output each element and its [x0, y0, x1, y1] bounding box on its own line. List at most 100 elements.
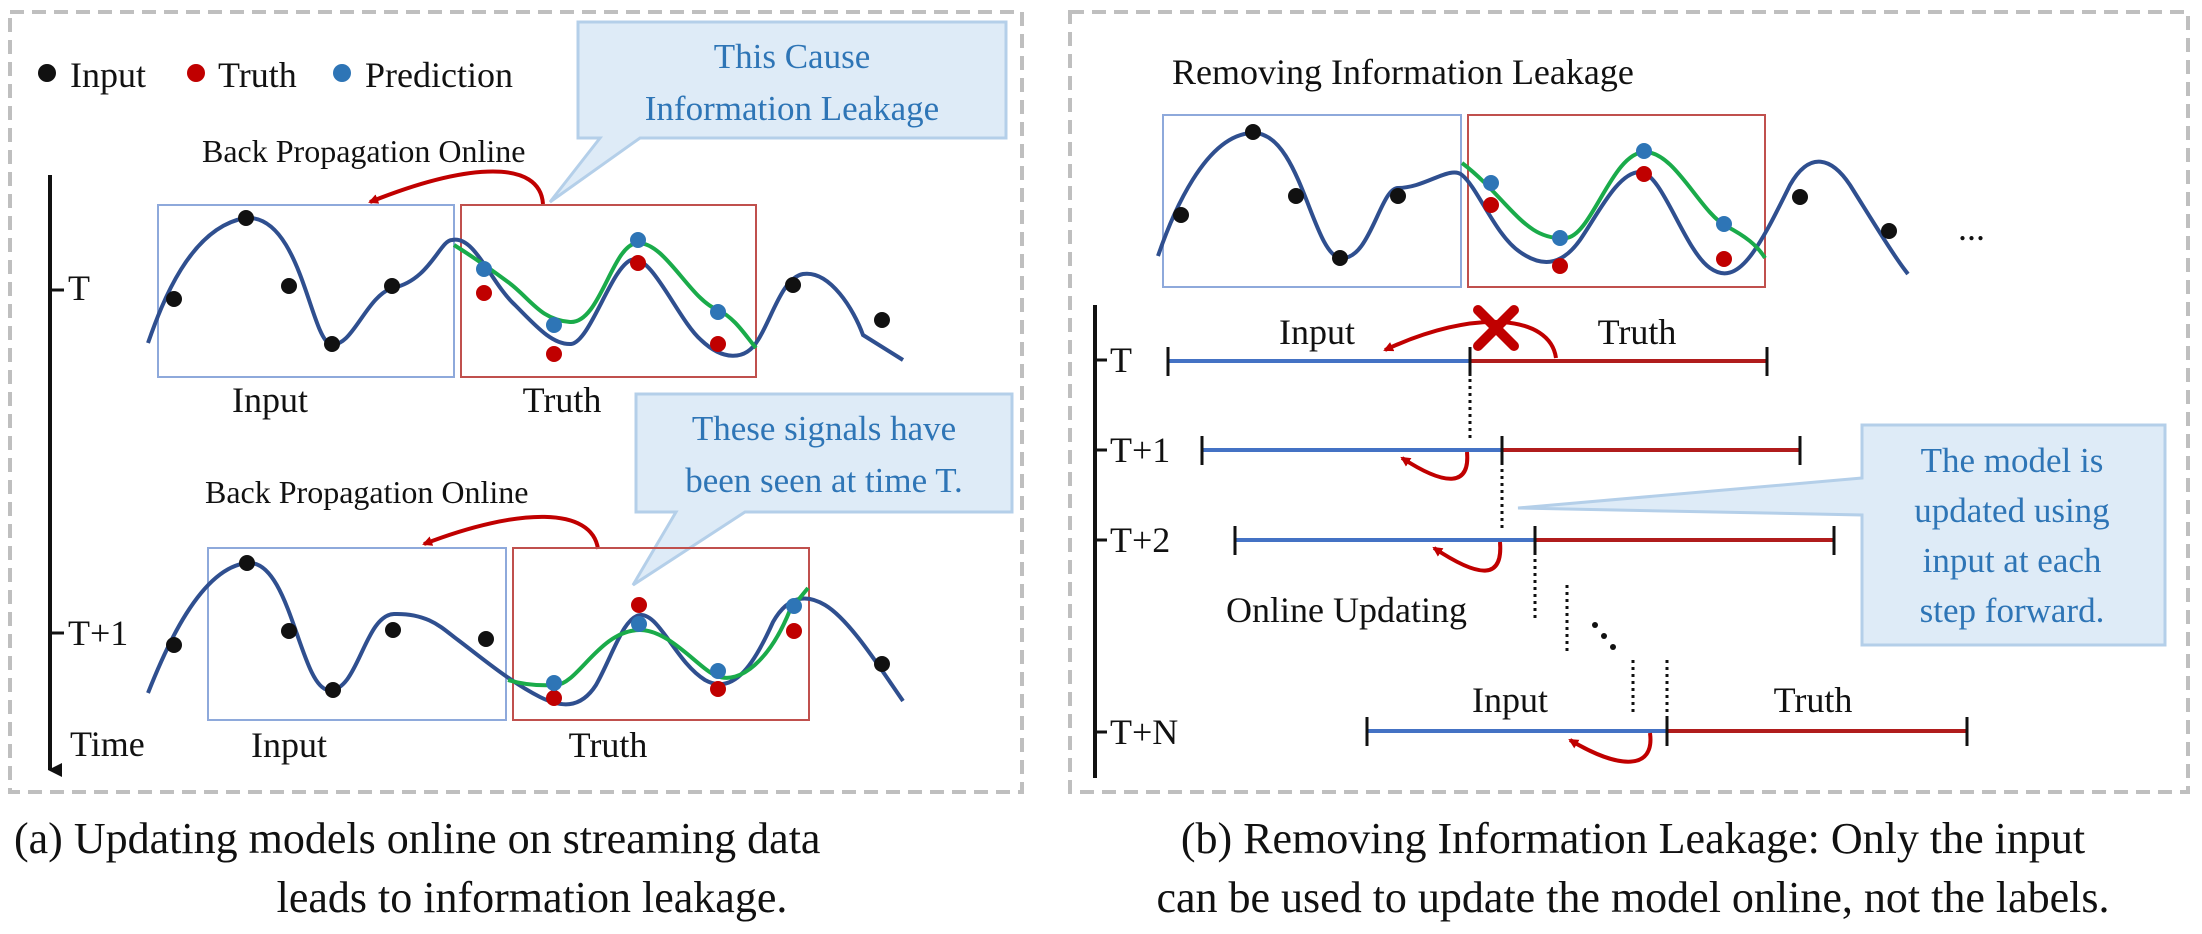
time-label-t1: T+1: [68, 613, 128, 653]
input-dot: [385, 622, 401, 638]
dots-row-t: [166, 210, 890, 362]
input-dot: [1173, 207, 1189, 223]
timeline-t2: [1233, 526, 1836, 555]
input-dot: [1332, 250, 1348, 266]
input-dot: [1390, 188, 1406, 204]
truth-dot: [1483, 197, 1499, 213]
callout-line-2: updated using: [1914, 491, 2109, 530]
panel-b-frame: [1068, 10, 2190, 794]
truth-label-t1: Truth: [569, 725, 648, 765]
dots-row-b: [1173, 124, 1897, 274]
prediction-dot: [710, 663, 726, 679]
prediction-curve-t1: [507, 586, 810, 688]
truth-window-t1: [512, 547, 810, 721]
time-axis-label: Time: [70, 724, 145, 764]
input-label-t1: Input: [251, 725, 327, 765]
input-dot: [785, 277, 801, 293]
input-dot: [281, 623, 297, 639]
truth-label-t: Truth: [523, 380, 602, 420]
backprop-label-1: Back Propagation Online: [202, 133, 525, 169]
truth-dot: [1552, 258, 1568, 274]
input-dot: [1792, 189, 1808, 205]
caption-b-line-1: (b) Removing Information Leakage: Only t…: [1181, 814, 2085, 863]
caption-a-line-2: leads to information leakage.: [277, 873, 788, 922]
row-label-t1: T+1: [1110, 430, 1170, 470]
row-label-tn: T+N: [1110, 712, 1178, 752]
caption-a-line-1: (a) Updating models online on streaming …: [14, 814, 820, 863]
truth-dot: [546, 346, 562, 362]
input-dot: [384, 278, 400, 294]
continuation-dots: [1592, 622, 1616, 650]
callout-information-leakage: This Cause Information Leakage: [548, 20, 1008, 204]
signal-curve-b: [1156, 130, 1910, 276]
truth-label-b: Truth: [1598, 312, 1677, 352]
truth-dot: [710, 681, 726, 697]
truth-dot: [1716, 251, 1732, 267]
truth-label-tn: Truth: [1774, 680, 1853, 720]
timeline-t: [1166, 347, 1769, 376]
truth-window: [1467, 114, 1766, 288]
legend-input-dot: [38, 64, 56, 82]
callout-line-2: been seen at time T.: [685, 461, 963, 500]
truth-dot: [546, 690, 562, 706]
signal-curve-t: [146, 215, 905, 362]
input-dot: [324, 336, 340, 352]
row-label-t: T: [1110, 340, 1132, 380]
input-label-tn: Input: [1472, 680, 1548, 720]
panel-a-frame: [8, 10, 1024, 794]
input-window-t1: [207, 547, 507, 721]
leak-blocked-x-icon: [1473, 305, 1519, 351]
truth-dot: [1636, 166, 1652, 182]
prediction-dot: [786, 598, 802, 614]
prediction-dot: [630, 232, 646, 248]
prediction-dot: [476, 261, 492, 277]
backprop-arrow-1: [368, 169, 545, 205]
update-arrow-t1: [1400, 451, 1470, 481]
legend-truth-label: Truth: [218, 55, 297, 95]
callout-line-3: input at each: [1923, 541, 2102, 580]
update-arrow-tn: [1568, 732, 1653, 764]
truth-dot: [631, 597, 647, 613]
online-updating-label: Online Updating: [1226, 590, 1467, 630]
input-window-t: [157, 204, 455, 378]
legend-truth-dot: [187, 64, 205, 82]
ellipsis: ...: [1958, 208, 1985, 248]
prediction-dot: [546, 317, 562, 333]
truth-dot: [630, 255, 646, 271]
callout-line-2: Information Leakage: [645, 89, 939, 128]
legend-prediction-dot: [333, 64, 351, 82]
input-label-t: Input: [232, 380, 308, 420]
input-dot: [281, 278, 297, 294]
callout-line-1: The model is: [1921, 441, 2104, 480]
legend: Input Truth Prediction: [38, 55, 513, 95]
truth-dot: [710, 336, 726, 352]
input-dot: [1881, 223, 1897, 239]
input-dot: [478, 631, 494, 647]
dots-row-t1: [166, 555, 890, 706]
truth-window-t: [460, 204, 757, 378]
update-arrow-t2: [1432, 541, 1503, 573]
callout-line-1: This Cause: [714, 37, 871, 76]
prediction-dot: [1483, 175, 1499, 191]
panel-b-title: Removing Information Leakage: [1172, 52, 1634, 92]
backprop-arrow-2: [422, 514, 600, 550]
callout-line-1: These signals have: [692, 409, 956, 448]
time-label-t: T: [68, 268, 90, 308]
prediction-dot: [1636, 143, 1652, 159]
input-dot: [238, 210, 254, 226]
prediction-dot: [631, 616, 647, 632]
row-label-t2: T+2: [1110, 520, 1170, 560]
timeline-tn: [1365, 717, 1969, 746]
callout-model-update: The model is updated using input at each…: [1517, 423, 2167, 647]
truth-dot: [786, 623, 802, 639]
input-dot: [1245, 124, 1261, 140]
input-dot: [325, 682, 341, 698]
input-dot: [166, 637, 182, 653]
legend-input-label: Input: [70, 55, 146, 95]
callout-line-4: step forward.: [1920, 591, 2105, 630]
input-window: [1162, 114, 1462, 288]
truth-dot: [476, 285, 492, 301]
prediction-dot: [1716, 216, 1732, 232]
prediction-dot: [546, 675, 562, 691]
